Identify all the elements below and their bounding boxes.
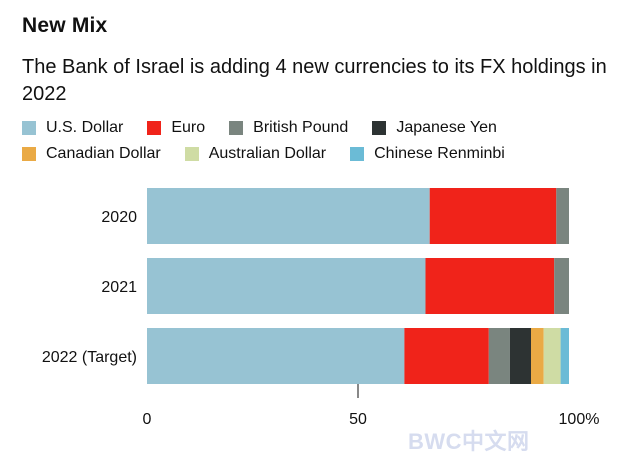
- bar-segment-2022-target-canadian-dollar: [531, 328, 544, 384]
- legend-label-canadian-dollar: Canadian Dollar: [46, 145, 161, 162]
- legend-swatch-u-s-dollar: [22, 121, 36, 135]
- bar-segment-2020-euro: [429, 188, 557, 244]
- legend-item-chinese-renminbi: Chinese Renminbi: [350, 144, 505, 164]
- legend-item-euro: Euro: [147, 118, 205, 138]
- bar-segment-2021-british-pound: [554, 258, 569, 314]
- category-label-2021: 2021: [101, 279, 137, 296]
- x-tick-label-50: 50: [349, 411, 367, 428]
- legend-swatch-euro: [147, 121, 162, 135]
- legend-label-u-s-dollar: U.S. Dollar: [46, 119, 124, 136]
- legend-item-japanese-yen: Japanese Yen: [372, 118, 497, 138]
- legend-label-australian-dollar: Australian Dollar: [208, 145, 327, 162]
- category-label-2022-target: 2022 (Target): [42, 349, 137, 366]
- legend: U.S. Dollar Euro British Pound Japanese Yen…: [22, 118, 632, 164]
- bar-segment-2022-target-euro: [404, 328, 489, 384]
- legend-item-canadian-dollar: Canadian Dollar: [22, 144, 161, 164]
- legend-label-british-pound: British Pound: [253, 119, 349, 136]
- watermark: BWC中文网: [408, 429, 530, 454]
- legend-swatch-british-pound: [229, 121, 244, 135]
- bar-segment-2022-target-chinese-renminbi: [560, 328, 569, 384]
- bar-segment-2022-target-u-s-dollar: [147, 328, 405, 384]
- legend-item-british-pound: British Pound: [229, 118, 348, 138]
- bar-segment-2021-u-s-dollar: [147, 258, 426, 314]
- x-tick-label-100: 100%: [559, 411, 600, 428]
- x-tick-label-0: 0: [143, 411, 152, 428]
- legend-item-australian-dollar: Australian Dollar: [184, 144, 327, 164]
- legend-swatch-australian-dollar: [184, 147, 199, 161]
- legend-swatch-chinese-renminbi: [350, 147, 365, 161]
- bar-segment-2022-target-japanese-yen: [509, 328, 531, 384]
- legend-swatch-japanese-yen: [372, 121, 387, 135]
- bar-segment-2022-target-british-pound: [488, 328, 510, 384]
- bar-segment-2022-target-australian-dollar: [543, 328, 561, 384]
- category-label-2020: 2020: [101, 209, 137, 226]
- legend-label-japanese-yen: Japanese Yen: [396, 119, 497, 136]
- bar-segment-2020-u-s-dollar: [147, 188, 430, 244]
- bar-segment-2021-euro: [425, 258, 555, 314]
- chart-subtitle: The Bank of Israel is adding 4 new curre…: [22, 56, 607, 105]
- legend-label-euro: Euro: [171, 119, 206, 136]
- legend-item-u-s-dollar: U.S. Dollar: [22, 118, 123, 138]
- legend-label-chinese-renminbi: Chinese Renminbi: [374, 145, 505, 162]
- chart-title: New Mix: [22, 14, 108, 37]
- bar-segment-2020-british-pound: [556, 188, 569, 244]
- legend-swatch-canadian-dollar: [22, 147, 36, 161]
